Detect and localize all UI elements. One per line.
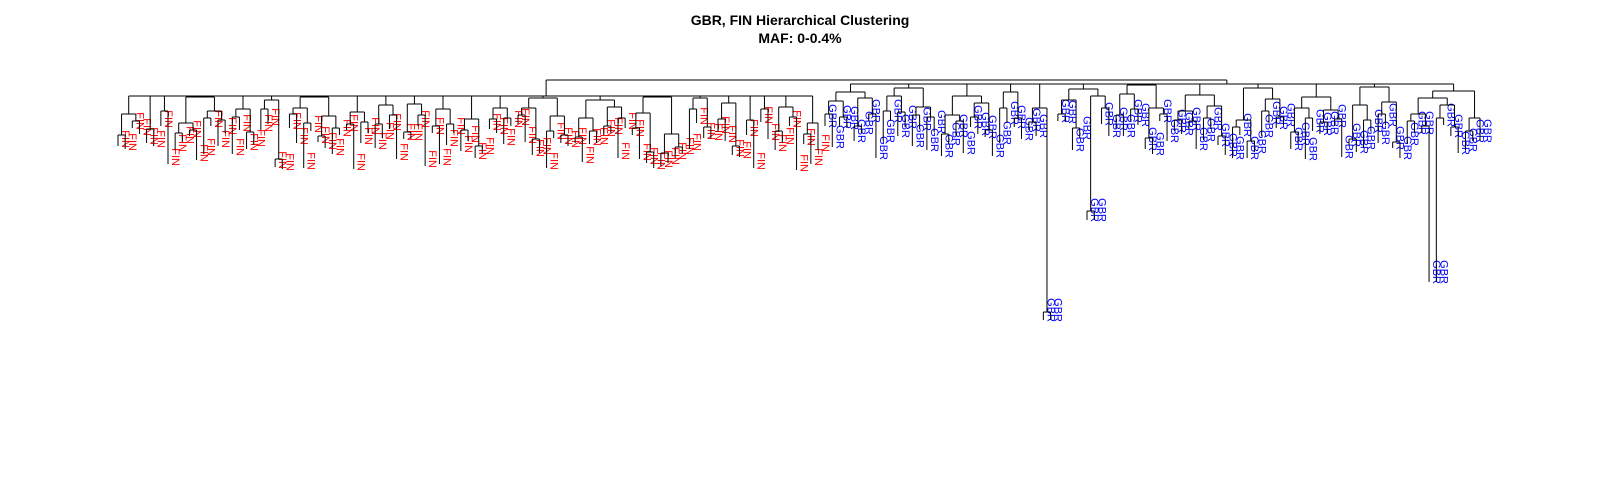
leaf-label: GBR — [1081, 116, 1093, 140]
leaf-label: GBR — [1379, 121, 1391, 145]
leaf-label: GBR — [1270, 101, 1282, 125]
leaf-label: GBR — [1052, 298, 1064, 322]
leaf-label: FIN — [698, 107, 710, 125]
leaf-label: FIN — [548, 152, 560, 170]
leaf-label: GBR — [1001, 121, 1013, 145]
title: GBR, FIN Hierarchical Clustering — [690, 12, 910, 28]
subtitle: MAF: 0-0.4% — [758, 30, 842, 46]
leaf-label: GBR — [877, 136, 889, 160]
leaf-label: GBR — [913, 124, 925, 148]
leaf-label: FIN — [219, 130, 231, 148]
leaf-label: FIN — [448, 129, 460, 147]
leaf-label: FIN — [233, 138, 245, 156]
leaf-label: FIN — [355, 153, 367, 171]
leaf-label: GBR — [1212, 107, 1224, 131]
leaf-label: GBR — [1066, 100, 1078, 124]
leaf-label: FIN — [362, 127, 374, 145]
leaf-label: FIN — [483, 137, 495, 155]
leaf-label: GBR — [993, 134, 1005, 158]
leaf-label: GBR — [1343, 135, 1355, 159]
leaf-label: FIN — [755, 152, 767, 170]
leaf-label: FIN — [462, 135, 474, 153]
leaf-label: GBR — [942, 134, 954, 158]
leaf-label: FIN — [726, 125, 738, 143]
leaf-label: FIN — [712, 123, 724, 141]
leaf-label: GBR — [1445, 103, 1457, 127]
leaf-label: GBR — [1437, 260, 1449, 284]
leaf-label: GBR — [1234, 136, 1246, 160]
leaf-label: FIN — [783, 127, 795, 145]
leaf-label: FIN — [505, 128, 517, 146]
leaf-label: GBR — [1037, 114, 1049, 138]
leaf-label: FIN — [776, 134, 788, 152]
leaf-label: FIN — [305, 152, 317, 170]
leaf-label: GBR — [1095, 198, 1107, 222]
leaf-label: FIN — [440, 148, 452, 166]
leaf-label: FIN — [526, 126, 538, 144]
leaf-label: FIN — [169, 148, 181, 166]
leaf-label: FIN — [205, 138, 217, 156]
leaf-label: FIN — [376, 132, 388, 150]
leaf-label: GBR — [1168, 119, 1180, 143]
leaf-label: FIN — [269, 108, 281, 126]
leaf-label: FIN — [798, 154, 810, 172]
leaf-label: FIN — [583, 146, 595, 164]
leaf-label: FIN — [176, 134, 188, 152]
leaf-label: GBR — [1401, 136, 1413, 160]
leaf-label: FIN — [469, 125, 481, 143]
leaf-label: FIN — [240, 114, 252, 132]
leaf-label: FIN — [740, 141, 752, 159]
leaf-label: GBR — [848, 106, 860, 130]
leaf-label: FIN — [426, 150, 438, 168]
leaf-label: FIN — [140, 118, 152, 136]
leaf-label: GBR — [1008, 101, 1020, 125]
leaf-label: FIN — [283, 153, 295, 171]
leaf-label: FIN — [455, 117, 467, 135]
leaf-label: GBR — [1204, 118, 1216, 142]
leaf-label: FIN — [619, 142, 631, 160]
leaf-label: GBR — [1124, 114, 1136, 138]
leaf-label: GBR — [1306, 137, 1318, 161]
leaf-label: GBR — [1314, 109, 1326, 133]
leaf-label: FIN — [412, 123, 424, 141]
leaf-label: FIN — [598, 127, 610, 145]
leaf-label: GBR — [935, 110, 947, 134]
leaf-label: GBR — [1386, 103, 1398, 127]
leaf-label: GBR — [1408, 122, 1420, 146]
leaf-label: FIN — [212, 110, 224, 128]
leaf-label: GBR — [1263, 114, 1275, 138]
leaf-label: FIN — [383, 122, 395, 140]
leaf-label: GBR — [1154, 132, 1166, 156]
leaf-label: GBR — [884, 119, 896, 143]
leaf-label: FIN — [819, 134, 831, 152]
leaf-label: FIN — [555, 122, 567, 140]
leaf-label: FIN — [312, 115, 324, 133]
leaf-label: GBR — [1255, 130, 1267, 154]
leaf-label: GBR — [1416, 111, 1428, 135]
leaf-label: GBR — [892, 99, 904, 123]
leaf-label: FIN — [690, 133, 702, 151]
leaf-label: GBR — [1161, 99, 1173, 123]
leaf-label: GBR — [1139, 103, 1151, 127]
leaf-label: GBR — [1015, 105, 1027, 129]
leaf-label: FIN — [126, 133, 138, 151]
leaf-label: FIN — [255, 129, 267, 147]
leaf-label: GBR — [1365, 126, 1377, 150]
leaf-label: GBR — [862, 111, 874, 135]
leaf-label: GBR — [1481, 119, 1493, 143]
leaf-label: GBR — [928, 128, 940, 152]
leaf-label: FIN — [626, 112, 638, 130]
leaf-label: GBR — [1285, 103, 1297, 127]
leaf-label: FIN — [812, 148, 824, 166]
leaf-label: FIN — [155, 130, 167, 148]
leaf-label: GBR — [833, 125, 845, 149]
leaf-label: GBR — [964, 131, 976, 155]
plot-title: GBR, FIN Hierarchical Clustering MAF: 0-… — [0, 11, 1600, 47]
leaf-label: FIN — [333, 138, 345, 156]
leaf-label: FIN — [398, 143, 410, 161]
leaf-label: GBR — [1073, 128, 1085, 152]
